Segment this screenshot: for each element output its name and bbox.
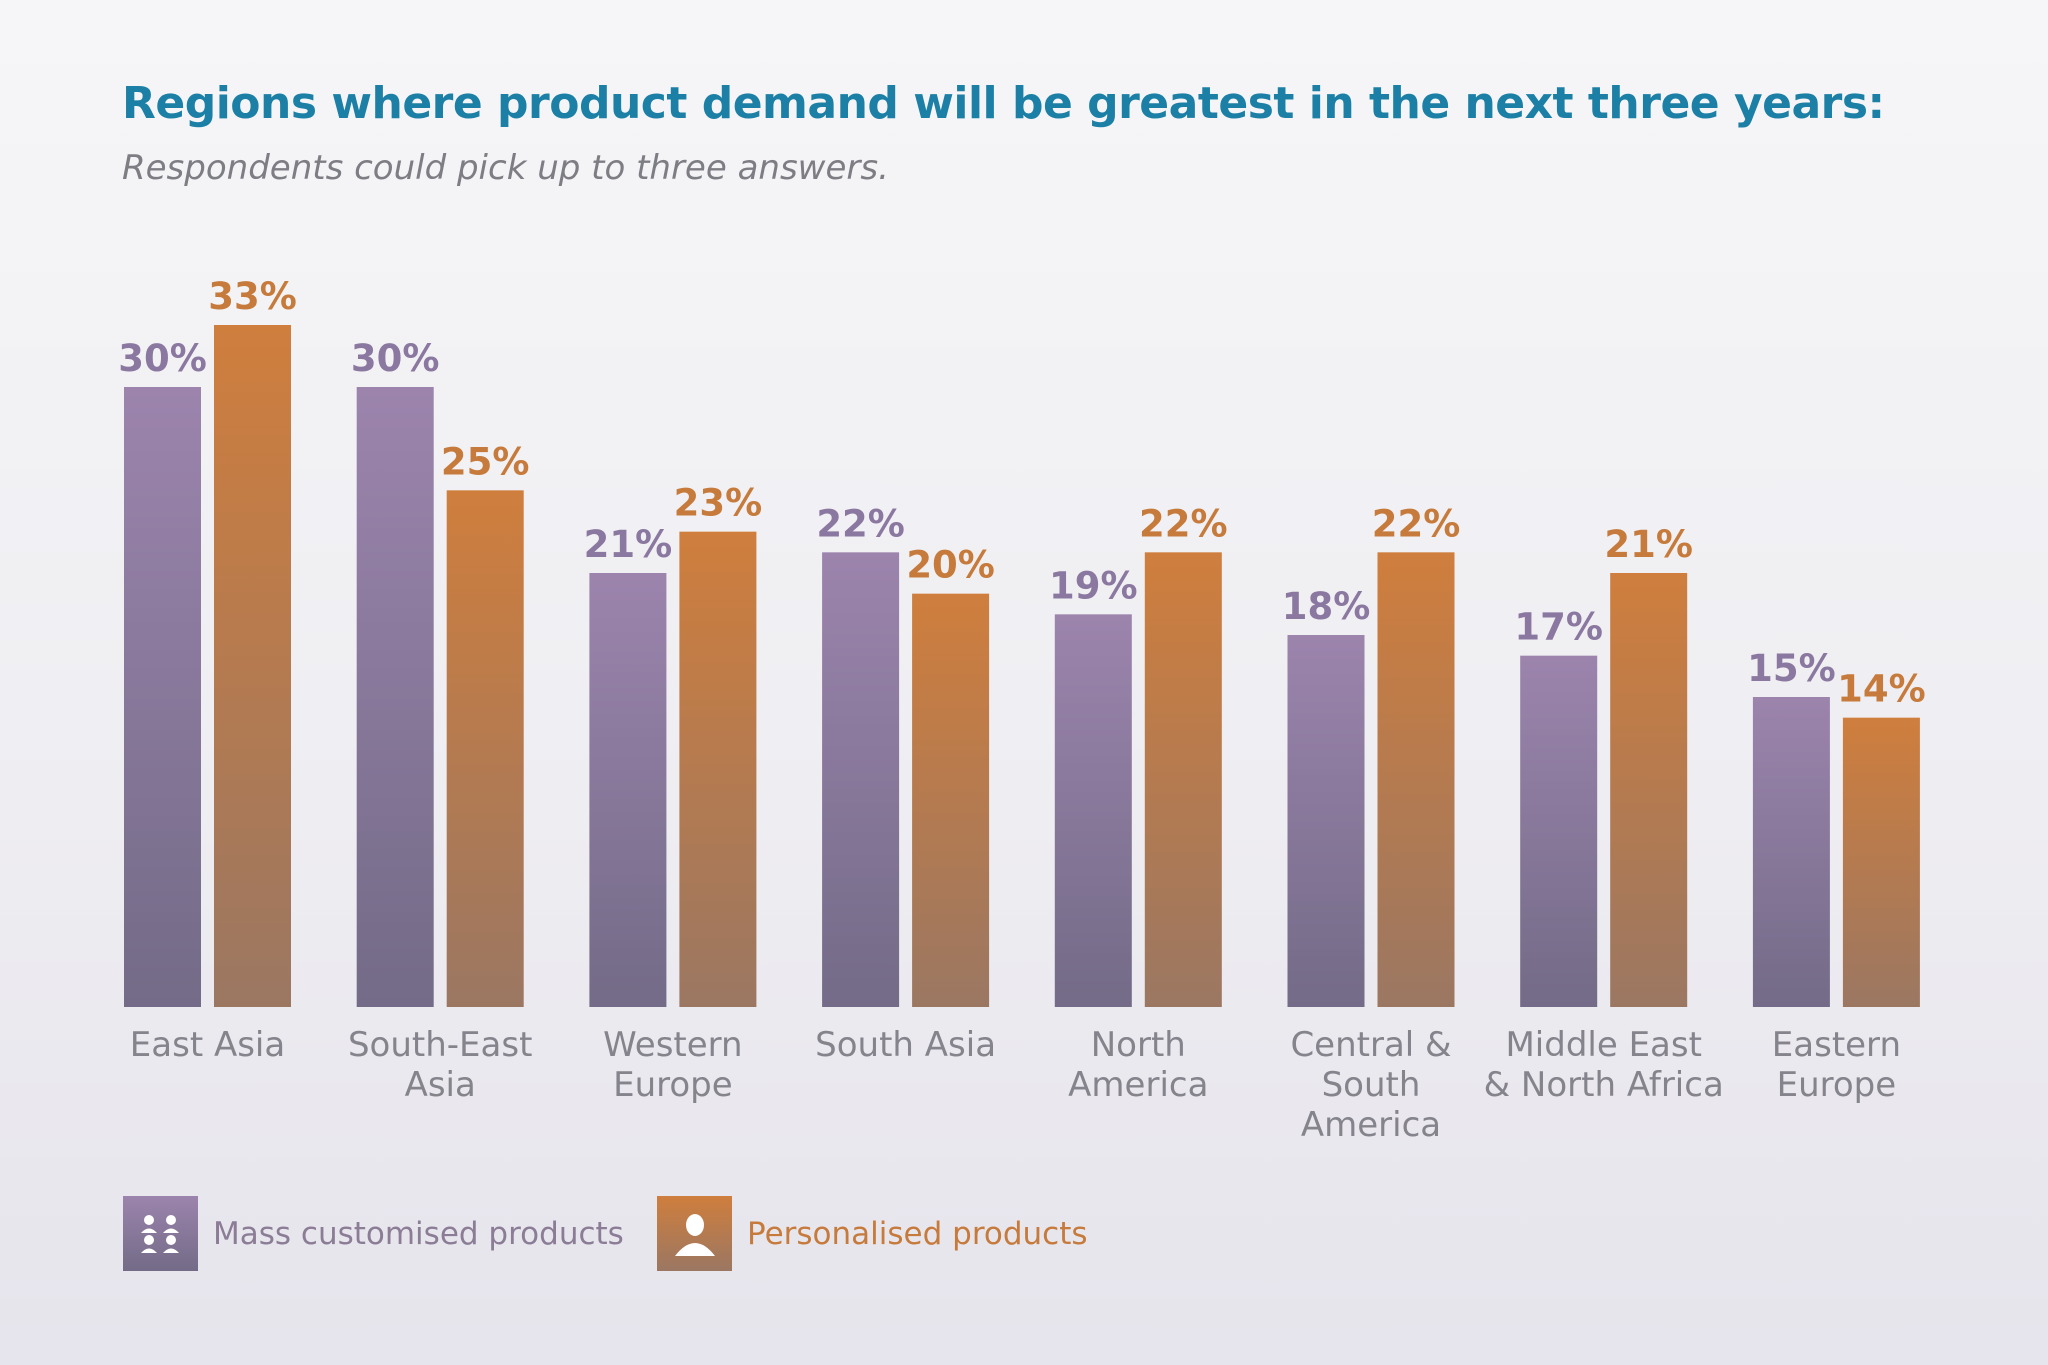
legend-personal: Personalised products — [657, 1196, 1088, 1271]
bar-personal-7 — [1842, 717, 1920, 1007]
data-label-mass-3: 22% — [816, 502, 905, 545]
bar-personal-3 — [912, 593, 990, 1007]
bar-mass-0 — [124, 387, 201, 1007]
bar-mass-7 — [1752, 697, 1830, 1007]
data-label-mass-5: 18% — [1282, 585, 1371, 628]
data-label-personal-2: 23% — [674, 482, 763, 525]
data-label-mass-4: 19% — [1049, 564, 1138, 607]
category-label-2: Western Europe — [603, 1025, 742, 1105]
data-label-personal-7: 14% — [1837, 668, 1926, 711]
bar-personal-4 — [1144, 552, 1222, 1007]
bar-personal-0 — [214, 325, 291, 1007]
category-label-5: Central & South America — [1290, 1025, 1451, 1145]
person-icon — [657, 1196, 732, 1271]
bar-mass-5 — [1287, 635, 1365, 1007]
data-label-mass-6: 17% — [1514, 606, 1603, 649]
legend-mass: Mass customised products — [123, 1196, 624, 1271]
data-label-personal-5: 22% — [1372, 502, 1461, 545]
category-label-1: South-East Asia — [348, 1025, 532, 1105]
bar-personal-6 — [1610, 573, 1688, 1007]
data-label-mass-1: 30% — [351, 337, 440, 380]
bar-personal-2 — [679, 531, 757, 1007]
data-label-mass-0: 30% — [118, 337, 207, 380]
category-label-4: North America — [1068, 1025, 1208, 1105]
legend-personal-label: Personalised products — [747, 1215, 1088, 1252]
category-label-6: Middle East & North Africa — [1484, 1025, 1724, 1105]
data-label-personal-1: 25% — [441, 440, 530, 483]
chart-subtitle: Respondents could pick up to three answe… — [122, 148, 889, 188]
bar-mass-3 — [822, 552, 900, 1007]
bar-mass-1 — [356, 387, 434, 1007]
group-of-people-icon — [123, 1196, 198, 1271]
data-label-personal-0: 33% — [208, 275, 297, 318]
category-label-7: Eastern Europe — [1772, 1025, 1901, 1105]
bar-mass-2 — [589, 573, 667, 1007]
data-label-mass-2: 21% — [584, 523, 673, 566]
legend-mass-label: Mass customised products — [213, 1215, 624, 1252]
category-label-3: South Asia — [815, 1025, 996, 1065]
bar-personal-1 — [446, 490, 524, 1007]
data-label-personal-3: 20% — [906, 544, 995, 587]
data-label-personal-4: 22% — [1139, 502, 1228, 545]
data-label-mass-7: 15% — [1747, 647, 1836, 690]
chart-title: Regions where product demand will be gre… — [122, 78, 1885, 129]
category-label-0: East Asia — [130, 1025, 285, 1065]
bar-mass-6 — [1520, 655, 1598, 1007]
data-label-personal-6: 21% — [1604, 523, 1693, 566]
bar-mass-4 — [1054, 614, 1132, 1007]
bar-personal-5 — [1377, 552, 1455, 1007]
